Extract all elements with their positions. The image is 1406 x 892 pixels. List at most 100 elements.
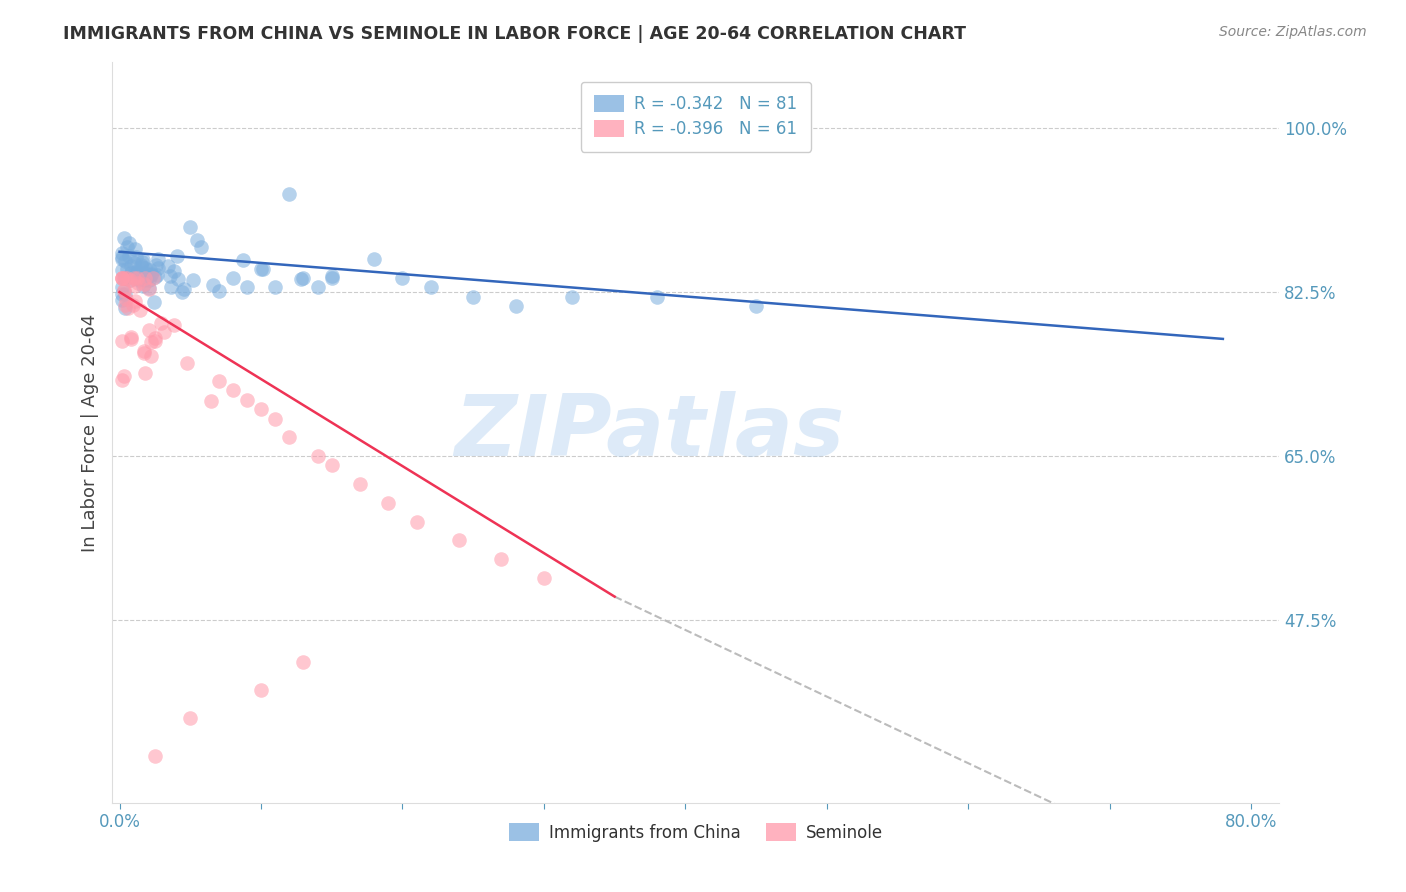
Point	[146, 268, 169, 283]
Point	[115, 262, 138, 277]
Point	[159, 280, 181, 294]
Point	[138, 323, 160, 337]
Point	[134, 346, 156, 360]
Point	[117, 249, 139, 263]
Point	[114, 254, 136, 268]
Point	[321, 458, 343, 473]
Point	[134, 261, 156, 276]
Point	[179, 219, 201, 234]
Text: Source: ZipAtlas.com: Source: ZipAtlas.com	[1219, 25, 1367, 39]
Point	[120, 259, 142, 273]
Point	[114, 298, 136, 312]
Point	[278, 430, 301, 444]
Point	[112, 231, 135, 245]
Point	[561, 290, 583, 304]
Point	[163, 264, 186, 278]
Point	[200, 393, 222, 408]
Point	[141, 267, 163, 281]
Point	[307, 449, 329, 463]
Point	[132, 273, 155, 287]
Point	[115, 271, 138, 285]
Point	[111, 280, 134, 294]
Point	[112, 271, 135, 285]
Point	[135, 270, 157, 285]
Point	[143, 331, 166, 345]
Point	[114, 287, 136, 301]
Point	[250, 402, 273, 417]
Point	[156, 260, 179, 274]
Point	[146, 252, 169, 267]
Point	[115, 293, 138, 307]
Point	[111, 293, 134, 308]
Point	[134, 266, 156, 280]
Point	[111, 373, 134, 387]
Legend: Immigrants from China, Seminole: Immigrants from China, Seminole	[501, 815, 891, 850]
Point	[111, 271, 134, 285]
Point	[124, 265, 146, 279]
Point	[222, 271, 245, 285]
Point	[505, 299, 527, 313]
Point	[112, 283, 135, 297]
Point	[143, 334, 166, 348]
Point	[146, 260, 169, 275]
Point	[139, 268, 162, 283]
Point	[125, 271, 148, 285]
Point	[232, 252, 254, 267]
Point	[463, 290, 485, 304]
Point	[208, 284, 231, 298]
Point	[139, 262, 162, 277]
Point	[131, 255, 153, 269]
Point	[236, 392, 259, 407]
Point	[321, 268, 343, 283]
Point	[131, 252, 153, 267]
Point	[290, 271, 312, 285]
Point	[111, 271, 134, 285]
Point	[159, 268, 181, 283]
Point	[391, 271, 413, 285]
Point	[138, 273, 160, 287]
Point	[447, 533, 470, 548]
Point	[111, 246, 134, 260]
Point	[134, 271, 156, 285]
Point	[139, 349, 162, 363]
Point	[111, 287, 134, 301]
Point	[118, 236, 141, 251]
Point	[236, 280, 259, 294]
Point	[491, 552, 513, 566]
Point	[132, 344, 155, 359]
Point	[124, 293, 146, 308]
Point	[307, 280, 329, 294]
Point	[111, 271, 134, 285]
Point	[122, 256, 145, 270]
Point	[645, 290, 668, 304]
Point	[143, 270, 166, 285]
Point	[377, 496, 399, 510]
Point	[173, 282, 195, 296]
Point	[111, 250, 134, 264]
Point	[131, 278, 153, 293]
Point	[207, 374, 229, 388]
Point	[264, 280, 287, 294]
Point	[131, 260, 153, 274]
Point	[745, 299, 768, 313]
Point	[120, 332, 142, 346]
Point	[128, 303, 150, 318]
Point	[134, 277, 156, 291]
Point	[349, 477, 371, 491]
Point	[172, 285, 194, 299]
Point	[139, 334, 162, 349]
Point	[152, 326, 174, 340]
Point	[138, 282, 160, 296]
Point	[533, 571, 555, 585]
Point	[166, 249, 188, 263]
Point	[128, 273, 150, 287]
Point	[122, 271, 145, 285]
Point	[321, 271, 343, 285]
Point	[112, 368, 135, 383]
Point	[115, 240, 138, 254]
Text: IMMIGRANTS FROM CHINA VS SEMINOLE IN LABOR FORCE | AGE 20-64 CORRELATION CHART: IMMIGRANTS FROM CHINA VS SEMINOLE IN LAB…	[63, 25, 966, 43]
Point	[181, 273, 204, 287]
Point	[145, 258, 167, 272]
Point	[112, 284, 135, 298]
Point	[124, 279, 146, 293]
